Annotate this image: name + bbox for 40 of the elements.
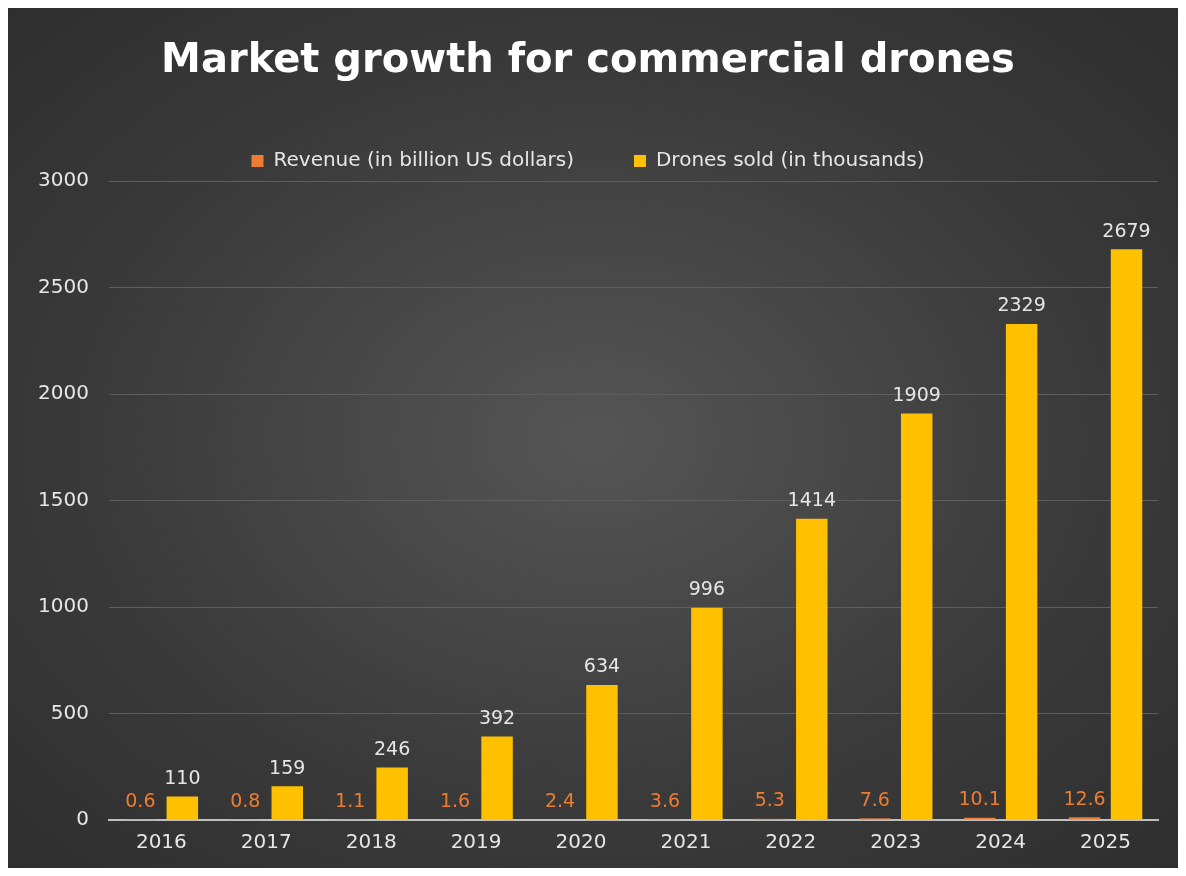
y-tick-label: 0 <box>76 806 89 831</box>
data-label: 110 <box>164 766 201 789</box>
x-tick-label: 2019 <box>450 829 502 854</box>
data-label: 12.6 <box>1063 786 1106 809</box>
data-label: 1.6 <box>439 789 471 812</box>
data-label: 1.1 <box>335 789 366 812</box>
data-label: 0.8 <box>230 789 261 812</box>
x-tick-label: 2023 <box>870 829 922 854</box>
data-label: 2679 <box>1102 218 1151 241</box>
data-label: 159 <box>269 755 306 778</box>
x-tick-label: 2018 <box>345 829 397 854</box>
x-tick-label: 2017 <box>240 829 292 854</box>
data-label: 0.6 <box>125 789 156 812</box>
data-label: 2329 <box>997 293 1046 316</box>
data-label: 1909 <box>892 382 941 405</box>
data-label: 392 <box>478 705 516 728</box>
y-tick-label: 1500 <box>37 486 89 511</box>
x-tick-label: 2024 <box>975 829 1027 854</box>
y-tick-label: 1000 <box>37 593 89 618</box>
data-label: 7.6 <box>859 787 890 810</box>
x-tick-label: 2022 <box>765 829 817 854</box>
x-tick-label: 2016 <box>135 829 187 854</box>
x-tick-label: 2021 <box>660 829 712 854</box>
data-label: 634 <box>583 654 621 677</box>
x-tick-label: 2025 <box>1080 829 1131 854</box>
y-tick-label: 2500 <box>37 273 89 298</box>
data-label: 1414 <box>787 488 836 511</box>
data-label: 10.1 <box>958 787 1001 810</box>
data-label: 246 <box>374 737 411 760</box>
data-label: 996 <box>688 577 726 600</box>
data-label: 3.6 <box>649 788 681 811</box>
y-tick-label: 2000 <box>37 380 89 405</box>
data-label: 2.4 <box>544 788 576 811</box>
x-tick-label: 2020 <box>555 829 607 854</box>
legend-label: Drones sold (in thousands) <box>655 147 925 172</box>
data-label: 5.3 <box>754 788 785 811</box>
y-tick-label: 500 <box>50 699 89 724</box>
y-tick-label: 3000 <box>37 167 89 192</box>
chart-title: Market growth for commercial drones <box>161 35 1015 82</box>
legend-label: Revenue (in billion US dollars) <box>273 147 574 172</box>
